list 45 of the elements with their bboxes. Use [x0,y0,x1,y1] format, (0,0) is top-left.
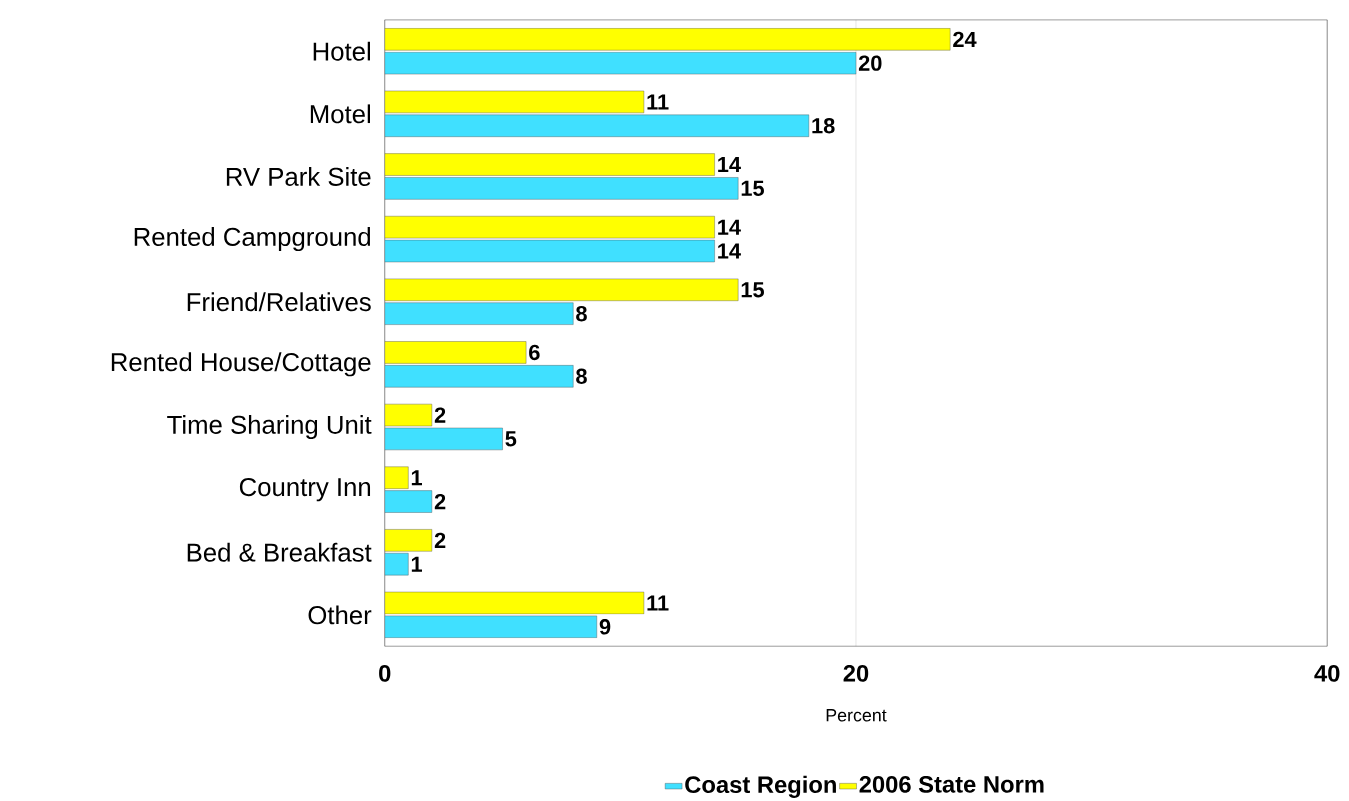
data-label: 15 [741,180,764,197]
bar [384,153,715,176]
data-label: 14 [718,243,741,259]
data-label: 14 [718,219,741,235]
data-label: 11 [647,94,669,110]
x-tick-label: 0 [379,665,391,682]
x-axis-title: Percent [826,709,887,722]
legend-label: Coast Region [685,775,836,799]
data-label: 9 [599,619,611,635]
bar [384,341,527,364]
y-tick-label: Country Inn [239,478,371,502]
data-label: 1 [411,556,422,572]
y-tick-label: Bed & Breakfast [187,542,372,562]
data-label: 6 [529,344,540,361]
x-tick-label: 20 [843,665,869,682]
data-label: 14 [718,157,741,173]
data-label: 18 [812,118,835,134]
x-tick-label: 40 [1314,665,1340,682]
bar [384,591,645,615]
y-tick-label: RV Park Site [226,167,371,187]
bar [384,529,433,552]
data-label: 8 [576,368,587,385]
data-label: 2 [434,532,446,549]
data-label: 2 [434,494,446,510]
data-label: 11 [647,595,669,611]
bar [384,466,409,489]
data-label: 15 [741,282,764,298]
data-label: 20 [858,55,882,72]
data-label: 2 [434,407,446,423]
y-tick-label: Hotel [313,41,370,61]
legend-label: 2006 State Norm [859,776,1044,793]
y-tick-label: Rented Campground [134,227,370,252]
y-tick-label: Time Sharing Unit [167,415,372,440]
bar [384,90,645,114]
bar [384,28,951,51]
data-label: 8 [576,306,587,322]
y-tick-label: Rented House/Cottage [111,352,371,377]
data-label: 5 [505,431,517,447]
y-tick-label: Motel [310,104,370,124]
data-label: 24 [953,31,977,48]
bar [384,216,715,239]
data-label: 1 [411,470,422,486]
bar [384,278,739,302]
y-tick-label: Other [308,605,372,625]
y-tick-label: Friend/Relatives [187,292,371,312]
